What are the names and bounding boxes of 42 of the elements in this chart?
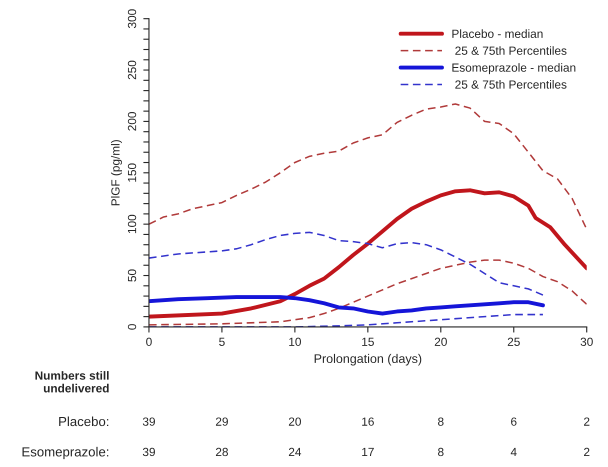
legend-label: Esomeprazole - median xyxy=(452,63,576,74)
text: 29 xyxy=(216,417,228,426)
text: 8 xyxy=(438,417,444,426)
text: 6 xyxy=(511,417,517,426)
y-tick-label: 300 xyxy=(128,9,136,28)
line-series xyxy=(148,295,545,316)
text: Numbers still undelivered xyxy=(35,371,109,392)
legend-label: 25 & 75th Percentiles xyxy=(455,46,567,55)
text: 28 xyxy=(216,448,228,456)
x-tick-label: 5 xyxy=(219,338,225,346)
y-tick-label: 250 xyxy=(128,60,136,80)
text: Esomeprazole: xyxy=(22,446,108,460)
x-tick-label: 20 xyxy=(434,338,447,346)
x-tick-label: 10 xyxy=(289,338,301,346)
x-axis-title: Prolongation (days) xyxy=(314,354,422,366)
y-tick-label: 50 xyxy=(128,269,136,282)
x-tick-label: 30 xyxy=(580,338,593,346)
y-tick-label: 150 xyxy=(128,163,136,182)
legend-label: Placebo - median xyxy=(452,29,543,38)
text: 8 xyxy=(438,448,444,456)
line-series xyxy=(148,103,587,230)
y-axis-title: PlGF (pg/ml) xyxy=(110,140,122,206)
text: 20 xyxy=(288,417,301,426)
text: 2 xyxy=(584,448,590,456)
legend-label: 25 & 75th Percentiles xyxy=(455,80,567,89)
x-tick-label: 0 xyxy=(146,338,152,346)
text: 2 xyxy=(584,417,590,426)
text: Placebo: xyxy=(59,416,108,426)
text: 24 xyxy=(288,448,302,456)
text: 39 xyxy=(142,448,155,456)
line-series xyxy=(148,232,544,296)
line-series xyxy=(148,188,587,319)
y-tick-label: 200 xyxy=(128,112,136,131)
x-tick-label: 25 xyxy=(508,338,520,346)
text: 17 xyxy=(362,448,374,456)
y-tick-label: 100 xyxy=(128,214,136,234)
y-tick-label: 0 xyxy=(128,324,136,330)
x-tick-label: 15 xyxy=(362,338,374,346)
text: 39 xyxy=(142,417,155,426)
line-series xyxy=(148,314,544,327)
text: 4 xyxy=(510,448,517,456)
text: 16 xyxy=(362,417,374,426)
